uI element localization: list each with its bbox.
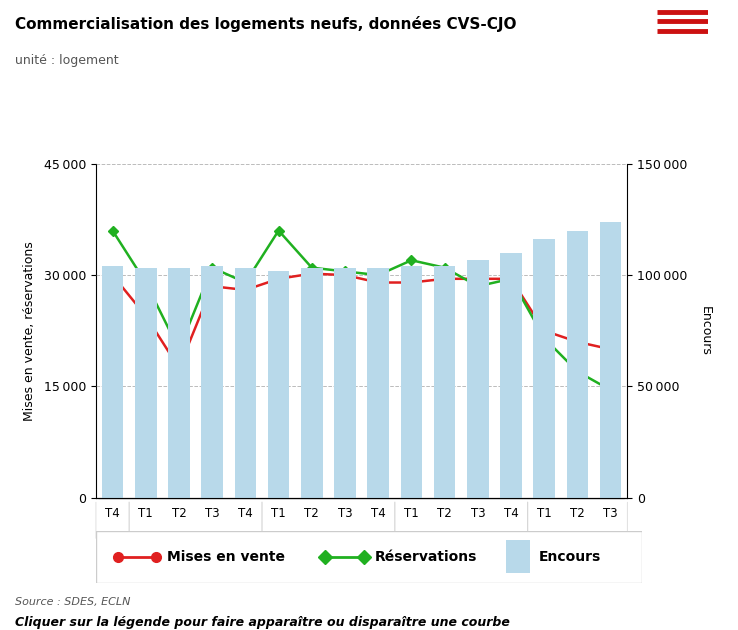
Text: 2019: 2019 — [97, 551, 128, 564]
Bar — [534, 239, 555, 498]
Text: Mises en vente: Mises en vente — [167, 550, 285, 564]
Bar — [506, 541, 530, 573]
Bar — [368, 268, 389, 498]
Bar — [467, 260, 489, 498]
Bar — [401, 266, 422, 498]
Text: Réservations: Réservations — [374, 550, 477, 564]
Text: 2023: 2023 — [562, 551, 593, 564]
Bar — [434, 266, 455, 498]
Text: Commercialisation des logements neufs, données CVS-CJO: Commercialisation des logements neufs, d… — [15, 16, 517, 32]
Bar — [567, 231, 588, 498]
Text: Encours: Encours — [538, 550, 601, 564]
Bar — [500, 253, 522, 498]
Bar — [168, 268, 190, 498]
Text: 2020: 2020 — [179, 551, 212, 564]
Y-axis label: Mises en vente, réservations: Mises en vente, réservations — [23, 241, 35, 421]
Text: Cliquer sur la légende pour faire apparaître ou disparaître une courbe: Cliquer sur la légende pour faire appara… — [15, 616, 510, 629]
Bar — [102, 266, 123, 498]
Bar — [600, 222, 621, 498]
Text: 2022: 2022 — [446, 551, 477, 564]
Bar — [235, 268, 256, 498]
Text: Source : SDES, ECLN: Source : SDES, ECLN — [15, 597, 131, 607]
FancyBboxPatch shape — [96, 531, 642, 583]
Bar — [334, 268, 356, 498]
Bar — [301, 268, 323, 498]
Bar — [201, 266, 223, 498]
Text: 2021: 2021 — [313, 551, 344, 564]
Bar — [268, 271, 289, 498]
Y-axis label: Encours: Encours — [698, 306, 711, 356]
Text: unité : logement: unité : logement — [15, 54, 118, 67]
Bar — [135, 268, 156, 498]
